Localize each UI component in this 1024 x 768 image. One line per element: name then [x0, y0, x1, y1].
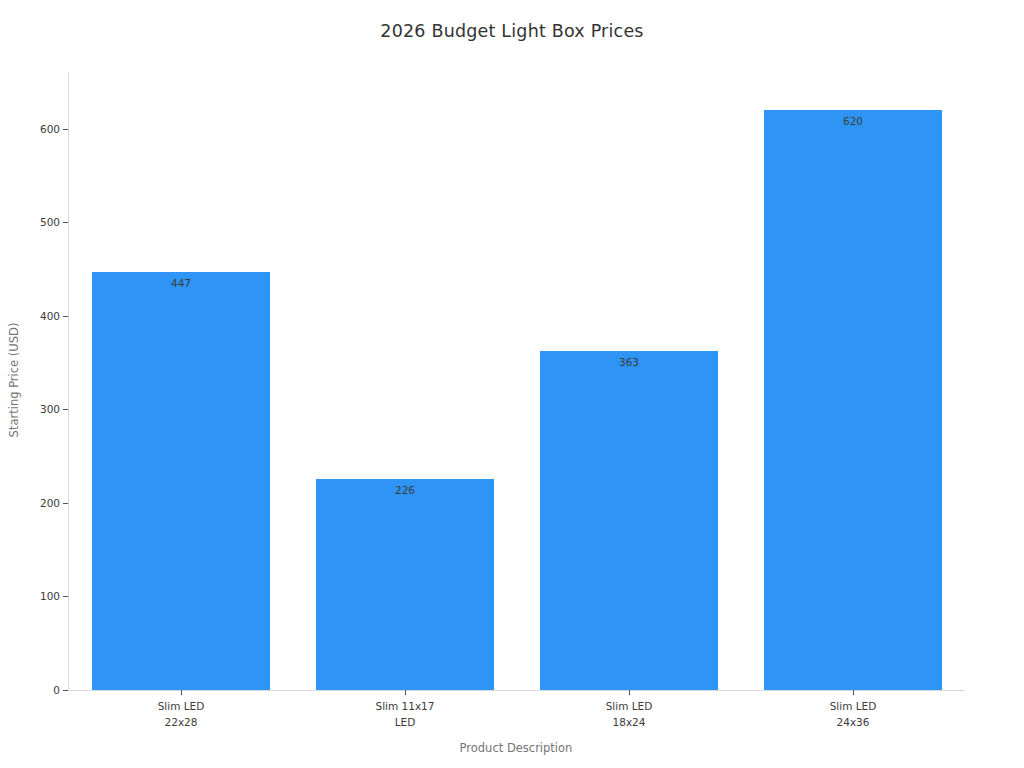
plot-area: 0100200300400500600447Slim LED 22x28226S… — [68, 72, 965, 691]
x-axis-tick-label: Slim LED 22x28 — [101, 698, 261, 730]
bar-value-label: 620 — [764, 115, 942, 127]
bar: 620 — [764, 110, 942, 690]
bar: 363 — [540, 351, 718, 690]
y-axis-tick-mark — [63, 409, 68, 410]
x-axis-tick-mark — [181, 690, 182, 695]
y-axis-tick-label: 100 — [16, 589, 60, 604]
y-axis-tick-label: 600 — [16, 122, 60, 137]
bar-value-label: 447 — [92, 277, 270, 289]
y-axis-tick-label: 300 — [16, 402, 60, 417]
y-axis-tick-mark — [63, 690, 68, 691]
x-axis-title: Product Description — [68, 741, 964, 755]
bar-value-label: 363 — [540, 356, 718, 368]
y-axis-tick-mark — [63, 596, 68, 597]
y-axis-tick-label: 200 — [16, 496, 60, 511]
x-axis-tick-label: Slim LED 18x24 — [549, 698, 709, 730]
x-axis-tick-mark — [629, 690, 630, 695]
y-axis-tick-label: 0 — [16, 683, 60, 698]
chart-title: 2026 Budget Light Box Prices — [0, 21, 1024, 41]
bar: 447 — [92, 272, 270, 690]
y-axis-tick-mark — [63, 503, 68, 504]
y-axis-tick-mark — [63, 222, 68, 223]
x-axis-tick-mark — [853, 690, 854, 695]
y-axis-tick-label: 400 — [16, 309, 60, 324]
bar-value-label: 226 — [316, 484, 494, 496]
x-axis-tick-mark — [405, 690, 406, 695]
bar-chart-figure: 2026 Budget Light Box Prices Starting Pr… — [0, 0, 1024, 768]
x-axis-tick-label: Slim 11x17 LED — [325, 698, 485, 730]
y-axis-tick-mark — [63, 129, 68, 130]
y-axis-tick-mark — [63, 316, 68, 317]
y-axis-tick-label: 500 — [16, 215, 60, 230]
bar: 226 — [316, 479, 494, 690]
x-axis-tick-label: Slim LED 24x36 — [773, 698, 933, 730]
